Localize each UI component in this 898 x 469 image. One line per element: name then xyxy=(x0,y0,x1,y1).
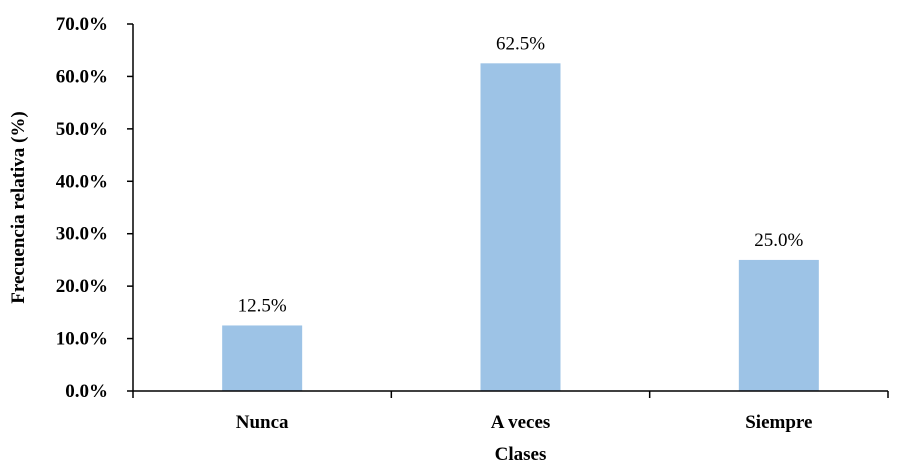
bar-a-veces xyxy=(480,63,561,391)
y-tick-label: 0.0% xyxy=(65,381,108,402)
x-tick-label: Siempre xyxy=(745,412,812,433)
data-label: 12.5% xyxy=(238,295,287,316)
y-tick-label: 60.0% xyxy=(56,66,108,87)
x-tick-label: A veces xyxy=(491,412,551,433)
x-tick-label: Nunca xyxy=(236,412,289,433)
y-tick-label: 20.0% xyxy=(56,276,108,297)
data-label: 25.0% xyxy=(754,230,803,251)
y-tick-label: 30.0% xyxy=(56,224,108,245)
bars-layer xyxy=(222,63,819,391)
y-tick-label: 10.0% xyxy=(56,329,108,350)
bar-nunca xyxy=(222,325,303,391)
data-label: 62.5% xyxy=(496,33,545,54)
axes-layer xyxy=(127,23,889,398)
y-tick-label: 40.0% xyxy=(56,171,108,192)
labels-layer: 12.5% Nunca 62.5% A veces 25.0% Siempre 0.0% 10… xyxy=(56,14,813,433)
x-axis-title: Clases xyxy=(495,444,547,464)
y-tick-label: 70.0% xyxy=(56,14,108,35)
y-tick-label: 50.0% xyxy=(56,119,108,140)
bar-siempre xyxy=(738,259,819,391)
y-axis-title: Frecuencia relativa (%) xyxy=(8,111,29,303)
